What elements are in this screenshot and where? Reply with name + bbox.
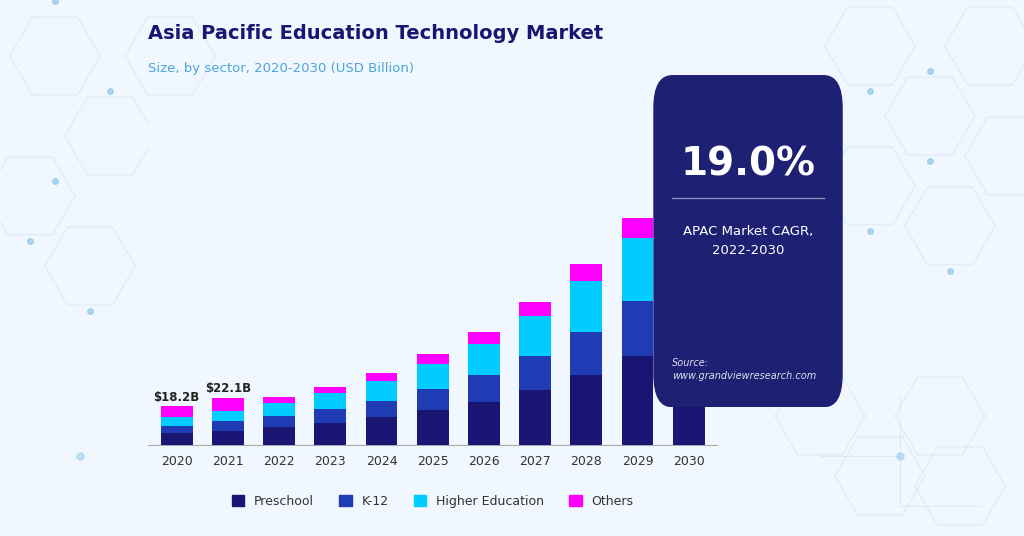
Bar bbox=[673, 159, 705, 184]
Bar bbox=[519, 316, 551, 356]
Bar bbox=[468, 375, 500, 401]
Bar bbox=[366, 400, 397, 418]
Bar bbox=[314, 409, 346, 423]
Bar bbox=[212, 430, 244, 445]
Bar bbox=[673, 333, 705, 445]
Text: $22.1B: $22.1B bbox=[205, 383, 251, 396]
Bar bbox=[263, 416, 295, 427]
Bar bbox=[161, 418, 193, 426]
Text: Source:
www.grandviewresearch.com: Source: www.grandviewresearch.com bbox=[672, 358, 816, 381]
Bar bbox=[468, 332, 500, 344]
Bar bbox=[570, 264, 602, 281]
Bar bbox=[366, 418, 397, 445]
Bar bbox=[314, 393, 346, 409]
Bar bbox=[519, 302, 551, 316]
Bar bbox=[314, 387, 346, 393]
Bar bbox=[366, 381, 397, 400]
Bar bbox=[468, 401, 500, 445]
Bar bbox=[161, 406, 193, 418]
Bar bbox=[519, 390, 551, 445]
Bar bbox=[622, 238, 653, 301]
Bar bbox=[622, 218, 653, 238]
Bar bbox=[263, 427, 295, 445]
Bar bbox=[622, 301, 653, 356]
Bar bbox=[161, 426, 193, 433]
Bar bbox=[212, 421, 244, 430]
Bar bbox=[673, 184, 705, 263]
Bar bbox=[212, 398, 244, 411]
Bar bbox=[622, 356, 653, 445]
Bar bbox=[263, 397, 295, 403]
Bar bbox=[366, 373, 397, 381]
Bar bbox=[570, 281, 602, 332]
Text: Size, by sector, 2020-2030 (USD Billion): Size, by sector, 2020-2030 (USD Billion) bbox=[148, 62, 415, 75]
Legend: Preschool, K-12, Higher Education, Others: Preschool, K-12, Higher Education, Other… bbox=[226, 490, 639, 513]
Bar bbox=[417, 410, 449, 445]
Bar bbox=[212, 411, 244, 421]
Bar bbox=[570, 375, 602, 445]
Text: APAC Market CAGR,
2022-2030: APAC Market CAGR, 2022-2030 bbox=[683, 225, 813, 257]
Text: Asia Pacific Education Technology Market: Asia Pacific Education Technology Market bbox=[148, 24, 604, 43]
Bar bbox=[417, 354, 449, 363]
Bar bbox=[417, 363, 449, 389]
FancyBboxPatch shape bbox=[653, 75, 843, 407]
Bar bbox=[570, 332, 602, 375]
Bar bbox=[673, 263, 705, 333]
Text: 19.0%: 19.0% bbox=[681, 146, 815, 184]
Bar bbox=[519, 356, 551, 390]
Bar bbox=[263, 403, 295, 416]
Text: $18.2B: $18.2B bbox=[154, 391, 200, 404]
Bar bbox=[161, 433, 193, 445]
Bar bbox=[314, 423, 346, 445]
Bar bbox=[417, 389, 449, 410]
Bar bbox=[468, 344, 500, 375]
